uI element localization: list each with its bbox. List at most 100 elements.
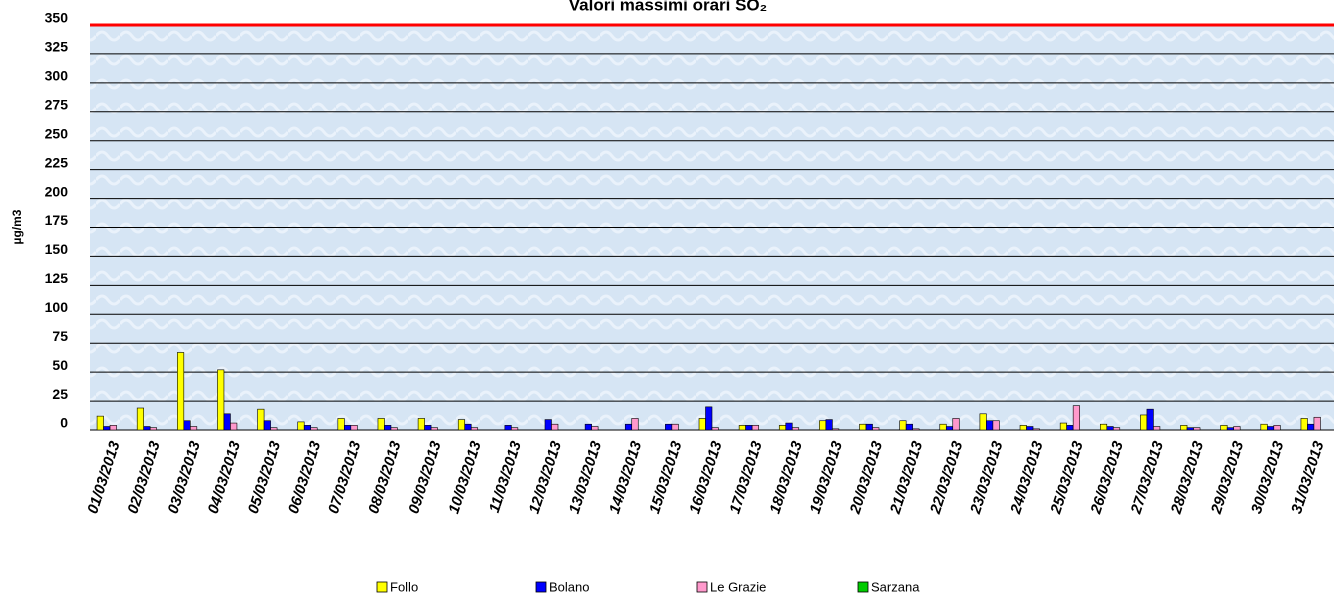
y-tick-label: 325 [45, 39, 69, 55]
chart-title: Valori massimi orari SO₂ [569, 0, 767, 14]
bar [825, 419, 833, 431]
x-tick-label: 12/03/2013 [526, 439, 566, 516]
x-tick-label: 06/03/2013 [285, 439, 325, 516]
bar [992, 420, 1000, 431]
legend-swatch [376, 581, 388, 593]
bar [905, 423, 913, 431]
y-tick-label: 75 [52, 328, 68, 344]
x-tick-label: 25/03/2013 [1047, 439, 1087, 517]
bar [223, 413, 231, 431]
bar [230, 422, 238, 431]
y-axis-label: µg/m3 [10, 209, 24, 244]
bar [1307, 423, 1315, 431]
bar [551, 423, 559, 431]
bar [1112, 427, 1121, 431]
bar [1026, 426, 1034, 431]
bar [584, 423, 592, 431]
legend-label: Bolano [549, 579, 589, 594]
y-tick-label: 275 [45, 96, 69, 112]
bar [377, 418, 385, 431]
bar [1146, 408, 1154, 431]
x-tick-label: 30/03/2013 [1248, 439, 1288, 516]
x-tick-label: 01/03/2013 [84, 439, 124, 516]
bar [1273, 425, 1281, 431]
bar [912, 428, 920, 431]
bar [384, 425, 392, 431]
bar [303, 425, 312, 431]
bar [631, 418, 639, 431]
bar [1019, 425, 1027, 431]
bar [671, 423, 679, 431]
x-tick-label: 31/03/2013 [1288, 439, 1328, 516]
bar [778, 425, 787, 431]
bar [424, 425, 432, 431]
bar [1066, 425, 1074, 431]
x-tick-label: 09/03/2013 [405, 439, 445, 516]
bar [785, 422, 793, 431]
bar [698, 418, 706, 431]
y-tick-label: 175 [45, 212, 69, 228]
bar [109, 425, 117, 431]
y-tick-label: 150 [45, 241, 69, 257]
bar [1220, 425, 1228, 431]
bar [136, 407, 144, 431]
x-tick-label: 20/03/2013 [846, 439, 886, 517]
bar [143, 426, 151, 431]
x-tick-label: 21/03/2013 [887, 439, 927, 517]
y-tick-label: 200 [45, 183, 69, 199]
bar [865, 423, 873, 431]
legend-label: Follo [390, 579, 418, 594]
x-tick-label: 22/03/2013 [927, 439, 967, 517]
x-tick-label: 03/03/2013 [165, 439, 205, 516]
x-tick-label: 19/03/2013 [807, 439, 847, 516]
bar [183, 420, 191, 431]
bar [1153, 426, 1161, 431]
bar [190, 426, 198, 431]
bar [1140, 414, 1148, 431]
bar [96, 415, 104, 431]
bar [470, 427, 479, 431]
legend-label: Le Grazie [710, 579, 766, 594]
bar [270, 427, 278, 431]
bar [457, 419, 466, 431]
bar [1193, 427, 1201, 431]
y-tick-label: 225 [45, 154, 69, 170]
bar [1267, 426, 1275, 431]
bar [217, 369, 225, 431]
bar [1106, 426, 1114, 431]
y-tick-label: 100 [45, 299, 69, 315]
x-tick-label: 05/03/2013 [245, 439, 285, 516]
x-tick-label: 24/03/2013 [1007, 439, 1047, 517]
legend-swatch [535, 581, 547, 593]
x-tick-label: 29/03/2013 [1208, 439, 1248, 517]
bar [952, 418, 960, 431]
bar [745, 425, 753, 431]
bar [1186, 427, 1194, 431]
y-tick-label: 25 [52, 386, 68, 402]
x-tick-label: 11/03/2013 [486, 439, 525, 515]
y-tick-label: 250 [45, 125, 69, 141]
x-tick-label: 16/03/2013 [686, 439, 726, 516]
bar [979, 413, 987, 431]
bar [872, 427, 880, 431]
bar [819, 420, 827, 431]
bar [665, 423, 673, 431]
bar [591, 426, 599, 431]
bar [738, 425, 746, 431]
bar [624, 423, 633, 431]
bar [1032, 428, 1040, 431]
x-tick-label: 18/03/2013 [766, 439, 806, 516]
bar [832, 428, 840, 431]
bar [1072, 405, 1080, 431]
legend-swatch [696, 581, 708, 593]
x-tick-label: 02/03/2013 [124, 439, 164, 516]
y-tick-label: 125 [45, 270, 69, 286]
bar [337, 418, 345, 431]
bar [149, 427, 157, 431]
bar [1260, 423, 1268, 431]
x-tick-label: 28/03/2013 [1167, 439, 1207, 517]
bar [945, 426, 954, 431]
bar [1099, 423, 1108, 431]
bar [177, 352, 185, 431]
